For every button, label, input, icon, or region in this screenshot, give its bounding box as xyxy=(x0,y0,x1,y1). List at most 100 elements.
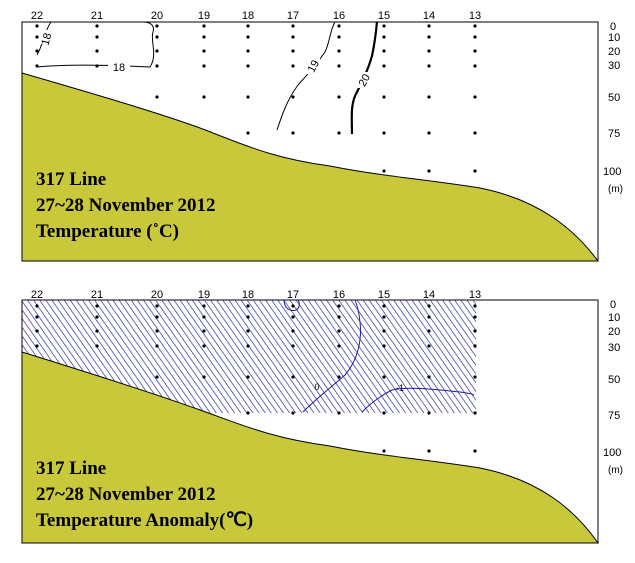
sample-point xyxy=(337,64,341,68)
panel-title-line: 27~28 November 2012 xyxy=(36,195,215,216)
station-label: 15 xyxy=(378,289,390,301)
sample-point xyxy=(291,131,295,135)
sample-point xyxy=(337,344,341,348)
depth-label: 75 xyxy=(608,410,620,422)
sample-point xyxy=(291,35,295,39)
sample-point xyxy=(246,304,250,308)
sample-point xyxy=(155,375,159,379)
sample-point xyxy=(155,304,159,308)
sample-point xyxy=(291,344,295,348)
sample-point xyxy=(95,344,99,348)
anomaly-station-labels: 22 21 20 19 18 17 16 15 14 13 xyxy=(31,289,481,301)
sample-point xyxy=(35,49,39,53)
sample-point xyxy=(382,315,386,319)
sample-point xyxy=(473,329,477,333)
sample-point xyxy=(337,24,341,28)
sample-point xyxy=(202,24,206,28)
sample-point xyxy=(382,375,386,379)
station-label: 14 xyxy=(423,10,435,22)
sample-point xyxy=(246,49,250,53)
sample-point xyxy=(202,315,206,319)
sample-point xyxy=(473,304,477,308)
sample-point xyxy=(246,131,250,135)
panel-title-line: Temperature Anomaly(℃) xyxy=(36,510,253,531)
depth-label: 20 xyxy=(608,46,620,58)
temperature-anomaly-panel: 22 21 20 19 18 17 16 15 14 13 0 10 20 30… xyxy=(21,289,623,544)
sample-point xyxy=(473,64,477,68)
sample-point xyxy=(473,315,477,319)
sample-point xyxy=(291,375,295,379)
sample-point xyxy=(291,24,295,28)
sample-point xyxy=(427,344,431,348)
contour-label-mask xyxy=(304,58,320,74)
contour-line xyxy=(36,21,155,68)
sample-point xyxy=(427,49,431,53)
panel-title-line: 317 Line xyxy=(36,458,106,479)
sample-point xyxy=(473,95,477,99)
sample-point xyxy=(35,24,39,28)
station-label: 13 xyxy=(469,289,481,301)
contour-line xyxy=(283,299,300,311)
station-label: 18 xyxy=(242,289,254,301)
sample-point xyxy=(382,24,386,28)
station-label: 15 xyxy=(378,10,390,22)
sample-point xyxy=(35,344,39,348)
station-label: 20 xyxy=(151,289,163,301)
sample-point xyxy=(382,329,386,333)
anomaly-contour-label-0: 0 xyxy=(314,382,319,392)
sample-point xyxy=(246,64,250,68)
sample-point xyxy=(427,375,431,379)
seabed xyxy=(21,351,599,544)
sample-point xyxy=(202,375,206,379)
panel-title-line: Temperature (˚C) xyxy=(36,221,179,242)
sample-point xyxy=(473,24,477,28)
sample-point xyxy=(246,35,250,39)
station-label: 17 xyxy=(287,289,299,301)
sample-point xyxy=(337,304,341,308)
depth-label: 10 xyxy=(608,312,620,324)
sample-point xyxy=(473,131,477,135)
sample-point xyxy=(155,344,159,348)
temperature-station-labels: 22 21 20 19 18 17 16 15 14 13 xyxy=(31,10,481,22)
station-label: 22 xyxy=(31,289,43,301)
contour-label-mask xyxy=(108,60,130,73)
sample-point xyxy=(291,64,295,68)
anomaly-depth-labels: 0 10 20 30 50 75 100 (m) xyxy=(603,299,623,476)
sample-point xyxy=(95,315,99,319)
sample-point xyxy=(427,169,431,173)
depth-label: 100 xyxy=(603,166,621,178)
sample-point xyxy=(427,35,431,39)
seabed xyxy=(21,72,599,262)
sample-point xyxy=(155,95,159,99)
depth-label: 30 xyxy=(608,60,620,72)
station-label: 16 xyxy=(333,10,345,22)
sample-point xyxy=(95,304,99,308)
sample-point xyxy=(35,304,39,308)
depth-label: 50 xyxy=(608,374,620,386)
sample-point xyxy=(337,411,341,415)
station-label: 22 xyxy=(31,10,43,22)
sample-point xyxy=(382,49,386,53)
sample-point xyxy=(337,131,341,135)
sample-point xyxy=(427,24,431,28)
sample-point xyxy=(382,64,386,68)
anomaly-sample-points xyxy=(35,304,477,453)
sample-point xyxy=(202,329,206,333)
sample-point xyxy=(337,35,341,39)
temperature-depth-labels: 0 10 20 30 50 75 100 (m) xyxy=(603,21,623,195)
contour-label-mask xyxy=(40,30,54,44)
sample-point xyxy=(382,95,386,99)
sample-point xyxy=(202,304,206,308)
sample-point xyxy=(427,64,431,68)
contour-label-18b: 18 xyxy=(113,62,125,74)
station-label: 13 xyxy=(469,10,481,22)
sample-point xyxy=(291,304,295,308)
sample-point xyxy=(473,49,477,53)
sample-point xyxy=(382,344,386,348)
sample-point xyxy=(291,49,295,53)
sample-point xyxy=(155,35,159,39)
sample-point xyxy=(473,344,477,348)
sample-point xyxy=(382,304,386,308)
temperature-panel: 22 21 20 19 18 17 16 15 14 13 0 10 20 30… xyxy=(21,10,623,262)
